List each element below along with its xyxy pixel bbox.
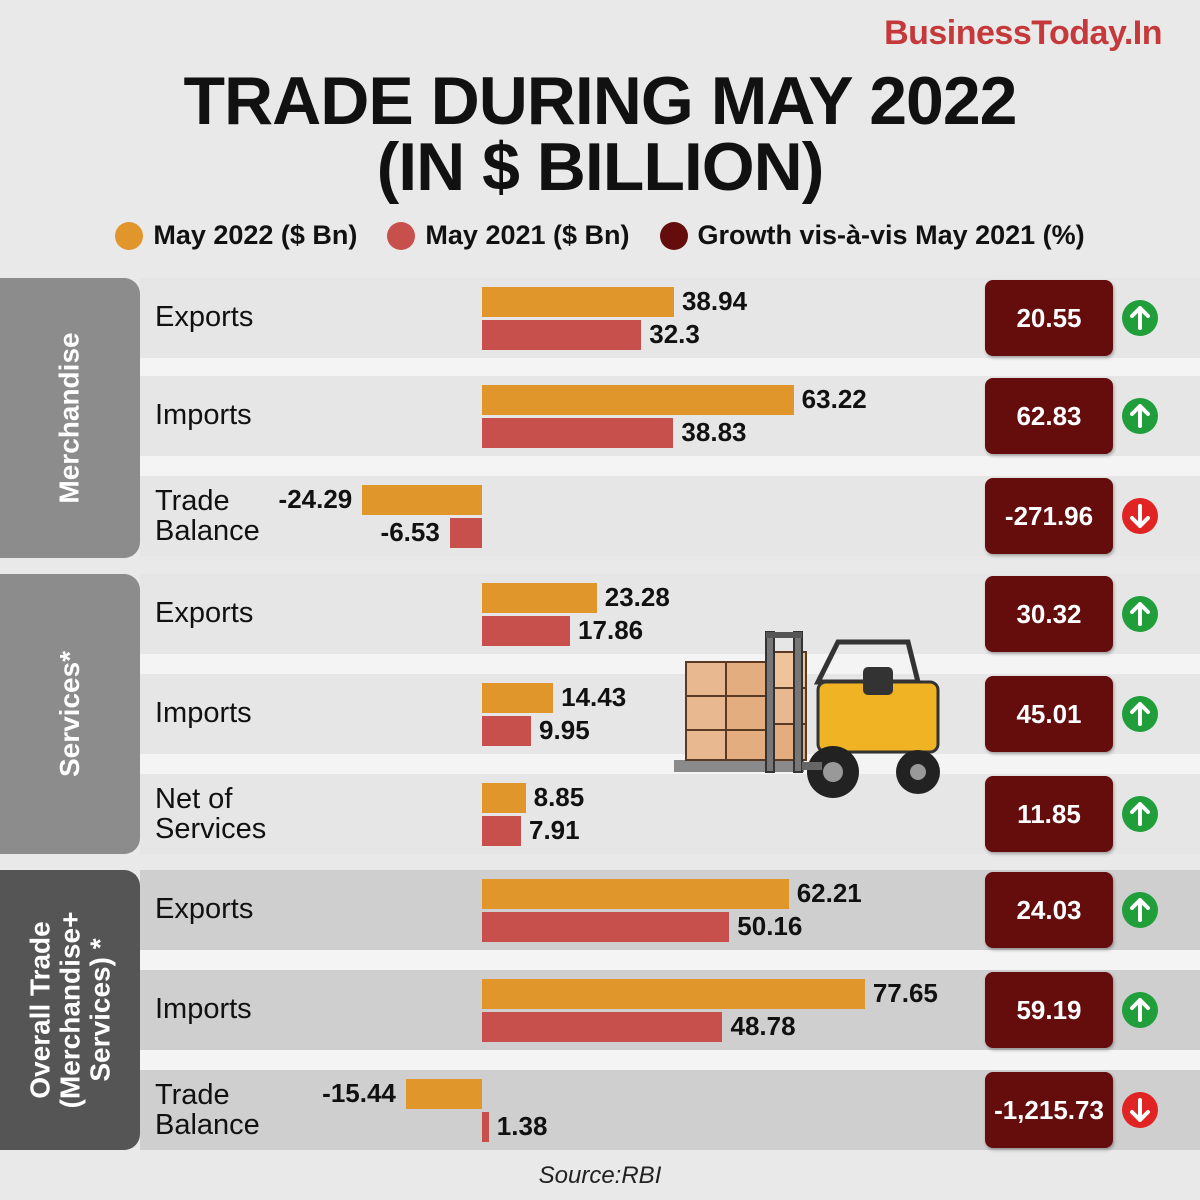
bar-may2021 [482, 418, 674, 448]
data-label-may2022: 8.85 [533, 782, 585, 812]
growth-value-box: 11.85 [985, 776, 1113, 852]
arrow-up-icon [1122, 696, 1158, 732]
data-label-may2021: 17.86 [578, 615, 644, 645]
arrow-up-icon [1122, 796, 1158, 832]
growth-value-box: -271.96 [985, 478, 1113, 554]
bar-may2021 [482, 716, 532, 746]
bar-may2022 [482, 385, 794, 415]
row-label: Imports [155, 697, 252, 729]
row-label: Trade Balance [155, 485, 260, 547]
bar-may2021 [482, 816, 521, 846]
title-line-1: TRADE DURING MAY 2022 [183, 63, 1017, 139]
brand-logo: BusinessToday.In [884, 14, 1162, 52]
data-label-may2022: 62.21 [796, 878, 862, 908]
bar-may2022 [482, 583, 597, 613]
data-label-may2022: 63.22 [801, 384, 867, 414]
growth-value-box: -1,215.73 [985, 1072, 1113, 1148]
legend: May 2022 ($ Bn) May 2021 ($ Bn) Growth v… [0, 220, 1200, 251]
bar-may2022 [482, 879, 789, 909]
legend-item-may2021: May 2021 ($ Bn) [387, 220, 630, 251]
growth-value-box: 62.83 [985, 378, 1113, 454]
arrow-down-icon [1122, 1092, 1158, 1128]
row-label: Exports [155, 597, 254, 629]
legend-swatch-may2022 [115, 221, 144, 250]
legend-item-growth: Growth vis-à-vis May 2021 (%) [659, 220, 1085, 251]
legend-swatch-growth [659, 221, 688, 250]
forklift-illustration [674, 631, 940, 798]
row-label: Trade Balance [155, 1079, 260, 1141]
row-label: Net of Services [155, 783, 267, 845]
data-label-may2022: -24.29 [278, 484, 353, 514]
arrow-down-icon [1122, 498, 1158, 534]
growth-value-box: 45.01 [985, 676, 1113, 752]
row-separator [140, 654, 1200, 674]
growth-value-box: 20.55 [985, 280, 1113, 356]
row-separator [140, 1050, 1200, 1070]
group-label-merchandise: Merchandise [0, 278, 140, 558]
data-label-may2021: -6.53 [380, 517, 440, 547]
data-label-may2022: -15.44 [322, 1078, 396, 1108]
bar-may2022 [482, 287, 674, 317]
bar-may2021 [482, 1012, 723, 1042]
row-label: Exports [155, 893, 254, 925]
group-label-services: Services* [0, 574, 140, 854]
growth-value-box: 30.32 [985, 576, 1113, 652]
legend-label-growth: Growth vis-à-vis May 2021 (%) [697, 220, 1085, 250]
row-label: Exports [155, 301, 254, 333]
arrow-up-icon [1122, 992, 1158, 1028]
chart-title: TRADE DURING MAY 2022 (IN $ BILLION) [0, 63, 1200, 205]
bar-may2022 [482, 979, 865, 1009]
bar-may2021 [449, 518, 482, 548]
group-label-services-text: Services* [53, 650, 85, 778]
data-label-may2022: 14.43 [561, 682, 627, 712]
row-separator [140, 358, 1200, 378]
data-label-may2021: 9.95 [539, 715, 590, 745]
growth-value-box: 59.19 [985, 972, 1113, 1048]
bar-may2022 [405, 1079, 482, 1109]
growth-value-box: 24.03 [985, 872, 1113, 948]
bar-may2022 [482, 683, 554, 713]
bar-may2021 [482, 1112, 489, 1142]
source-note: Source:RBI [538, 1162, 662, 1189]
bar-may2021 [482, 320, 642, 350]
bar-may2021 [482, 616, 571, 646]
row-label: Imports [155, 399, 252, 431]
data-label-may2021: 48.78 [730, 1011, 796, 1041]
arrow-up-icon [1122, 300, 1158, 336]
legend-item-may2022: May 2022 ($ Bn) [115, 220, 357, 251]
title-line-2: (IN $ BILLION) [376, 129, 825, 205]
data-label-may2021: 32.3 [649, 319, 700, 349]
bar-may2022 [482, 783, 526, 813]
data-label-may2022: 38.94 [681, 286, 748, 316]
data-label-may2021: 7.91 [528, 815, 580, 845]
data-label-may2021: 50.16 [737, 911, 803, 941]
legend-swatch-may2021 [387, 221, 416, 250]
arrow-up-icon [1122, 596, 1158, 632]
arrow-up-icon [1122, 398, 1158, 434]
arrow-up-icon [1122, 892, 1158, 928]
data-label-may2022: 23.28 [604, 582, 670, 612]
row-separator [140, 456, 1200, 476]
legend-label-may2021: May 2021 ($ Bn) [425, 220, 630, 250]
group-label-overall-trade-text: Overall Trade (Merchandise+ Services) * [24, 911, 116, 1109]
data-label-may2022: 77.65 [872, 978, 938, 1008]
row-separator [140, 950, 1200, 970]
legend-label-may2022: May 2022 ($ Bn) [153, 220, 358, 250]
data-label-may2021: 38.83 [681, 417, 747, 447]
bar-may2022 [362, 485, 482, 515]
group-label-merchandise-text: Merchandise [54, 332, 86, 504]
data-label-may2021: 1.38 [496, 1111, 548, 1141]
row-label: Imports [155, 993, 252, 1025]
bar-may2021 [482, 912, 730, 942]
group-label-overall-trade: Overall Trade (Merchandise+ Services) * [0, 870, 140, 1150]
